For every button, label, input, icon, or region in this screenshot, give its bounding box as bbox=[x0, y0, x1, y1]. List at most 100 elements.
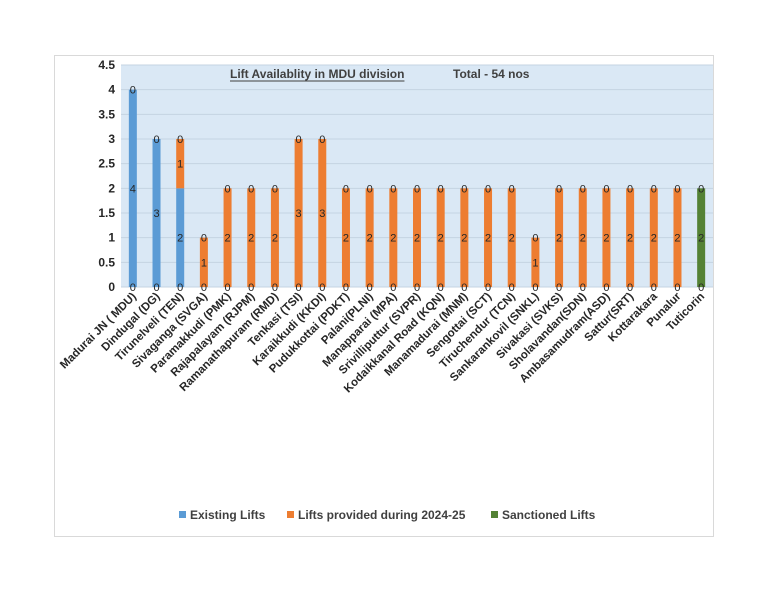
axis-zero-label: 0 bbox=[390, 282, 396, 294]
bar-segment bbox=[176, 188, 185, 287]
y-tick-label: 3.5 bbox=[98, 107, 115, 121]
axis-zero-label: 0 bbox=[343, 282, 349, 294]
bar-value-label: 2 bbox=[485, 233, 491, 245]
legend-label: Sanctioned Lifts bbox=[502, 508, 596, 522]
chart-frame: 4 0 0 3 0 0 2 1 0 0 1 0 0 2 0 0 2 0 0 2 0 0 3 0 0 3 0 0 2 0 0 2 0 0 2 0 0 2 0 0… bbox=[54, 55, 714, 537]
bars bbox=[128, 89, 706, 287]
chart-title: Lift Availablity in MDU division bbox=[230, 67, 404, 81]
y-tick-label: 2.5 bbox=[98, 157, 115, 171]
y-tick-label: 0 bbox=[108, 280, 115, 294]
bar-value-label: 3 bbox=[319, 208, 325, 220]
bar-value-label: 2 bbox=[414, 233, 420, 245]
axis-zero-label: 0 bbox=[130, 282, 136, 294]
stack-top-zero-label: 0 bbox=[674, 183, 680, 195]
bar-value-label: 2 bbox=[580, 233, 586, 245]
stack-top-zero-label: 0 bbox=[319, 134, 325, 146]
bar-segment bbox=[436, 188, 445, 287]
axis-zero-label: 0 bbox=[580, 282, 586, 294]
bar-segment bbox=[223, 188, 232, 287]
bar-segment bbox=[602, 188, 611, 287]
axis-zero-label: 0 bbox=[296, 282, 302, 294]
stack-top-zero-label: 0 bbox=[296, 134, 302, 146]
bar-value-label: 2 bbox=[343, 233, 349, 245]
y-tick-label: 3 bbox=[108, 132, 115, 146]
chart-svg: 4 0 0 3 0 0 2 1 0 0 1 0 0 2 0 0 2 0 0 2 0 0 3 0 0 3 0 0 2 0 0 2 0 0 2 0 0 2 0 0… bbox=[58, 58, 713, 522]
axis-zero-label: 0 bbox=[224, 282, 230, 294]
stack-top-zero-label: 0 bbox=[627, 183, 633, 195]
stack-top-zero-label: 0 bbox=[438, 183, 444, 195]
legend: Existing Lifts Lifts provided during 2024… bbox=[179, 508, 596, 522]
bar-value-label: 3 bbox=[296, 208, 302, 220]
bar-segment bbox=[247, 188, 256, 287]
axis-zero-label: 0 bbox=[674, 282, 680, 294]
bar-segment bbox=[507, 188, 516, 287]
stack-top-zero-label: 0 bbox=[130, 85, 136, 97]
stack-top-zero-label: 0 bbox=[532, 233, 538, 245]
bar-value-label: 4 bbox=[130, 183, 136, 195]
bar-value-label: 2 bbox=[224, 233, 230, 245]
y-axis-ticks: 0 0.5 1 1.5 2 2.5 3 3.5 4 4.5 bbox=[98, 58, 115, 294]
y-tick-label: 4.5 bbox=[98, 58, 115, 72]
bar-segment bbox=[294, 139, 303, 287]
bar-value-label: 2 bbox=[438, 233, 444, 245]
x-axis-categories: Madurai JN ( MDU)Dindugal (DG)Tirunelvel… bbox=[58, 290, 707, 395]
stack-top-zero-label: 0 bbox=[248, 183, 254, 195]
legend-swatch bbox=[179, 511, 186, 518]
bar-segment bbox=[341, 188, 350, 287]
stack-top-zero-label: 0 bbox=[367, 183, 373, 195]
axis-zero-label: 0 bbox=[438, 282, 444, 294]
bar-segment bbox=[389, 188, 398, 287]
chart-subtitle: Total - 54 nos bbox=[453, 67, 530, 81]
stack-top-zero-label: 0 bbox=[201, 233, 207, 245]
bar-value-label: 1 bbox=[532, 257, 538, 269]
bar-segment bbox=[484, 188, 493, 287]
axis-zero-label: 0 bbox=[153, 282, 159, 294]
stack-top-zero-label: 0 bbox=[272, 183, 278, 195]
axis-zero-label: 0 bbox=[651, 282, 657, 294]
stack-top-zero-label: 0 bbox=[343, 183, 349, 195]
legend-label: Existing Lifts bbox=[190, 508, 266, 522]
bar-value-label: 2 bbox=[698, 233, 704, 245]
axis-zero-label: 0 bbox=[603, 282, 609, 294]
axis-zero-label: 0 bbox=[627, 282, 633, 294]
bar-segment bbox=[673, 188, 682, 287]
bar-value-label: 2 bbox=[390, 233, 396, 245]
bar-value-label: 2 bbox=[603, 233, 609, 245]
bar-value-label: 2 bbox=[651, 233, 657, 245]
bar-segment bbox=[460, 188, 469, 287]
axis-zero-label: 0 bbox=[201, 282, 207, 294]
stack-top-zero-label: 0 bbox=[177, 134, 183, 146]
axis-zero-label: 0 bbox=[177, 282, 183, 294]
y-tick-label: 2 bbox=[108, 181, 115, 195]
legend-swatch bbox=[491, 511, 498, 518]
axis-zero-label: 0 bbox=[367, 282, 373, 294]
stack-top-zero-label: 0 bbox=[556, 183, 562, 195]
bar-segment bbox=[365, 188, 374, 287]
bar-value-label: 2 bbox=[509, 233, 515, 245]
axis-zero-label: 0 bbox=[248, 282, 254, 294]
bar-segment bbox=[199, 237, 208, 287]
axis-zero-label: 0 bbox=[272, 282, 278, 294]
bar-segment bbox=[578, 188, 587, 287]
y-tick-label: 0.5 bbox=[98, 255, 115, 269]
bar-value-label: 2 bbox=[367, 233, 373, 245]
bar-segment bbox=[649, 188, 658, 287]
stack-top-zero-label: 0 bbox=[153, 134, 159, 146]
axis-zero-label: 0 bbox=[414, 282, 420, 294]
bar-segment bbox=[413, 188, 421, 287]
data-labels: 4 0 0 3 0 0 2 1 0 0 1 0 0 2 0 0 2 0 0 2 0 0 3 0 0 3 0 0 2 0 0 2 0 0 2 0 0 2 0 0… bbox=[130, 85, 704, 294]
axis-zero-label: 0 bbox=[485, 282, 491, 294]
bar-value-label: 2 bbox=[177, 233, 183, 245]
stack-top-zero-label: 0 bbox=[651, 183, 657, 195]
stack-top-zero-label: 0 bbox=[390, 183, 396, 195]
bar-value-label: 2 bbox=[556, 233, 562, 245]
y-tick-label: 1.5 bbox=[98, 206, 115, 220]
y-tick-label: 4 bbox=[108, 83, 115, 97]
bar-segment bbox=[318, 139, 327, 287]
axis-zero-label: 0 bbox=[698, 282, 704, 294]
bar-segment bbox=[176, 139, 185, 189]
stack-top-zero-label: 0 bbox=[603, 183, 609, 195]
axis-zero-label: 0 bbox=[319, 282, 325, 294]
bar-segment bbox=[128, 89, 137, 287]
stack-top-zero-label: 0 bbox=[698, 183, 704, 195]
